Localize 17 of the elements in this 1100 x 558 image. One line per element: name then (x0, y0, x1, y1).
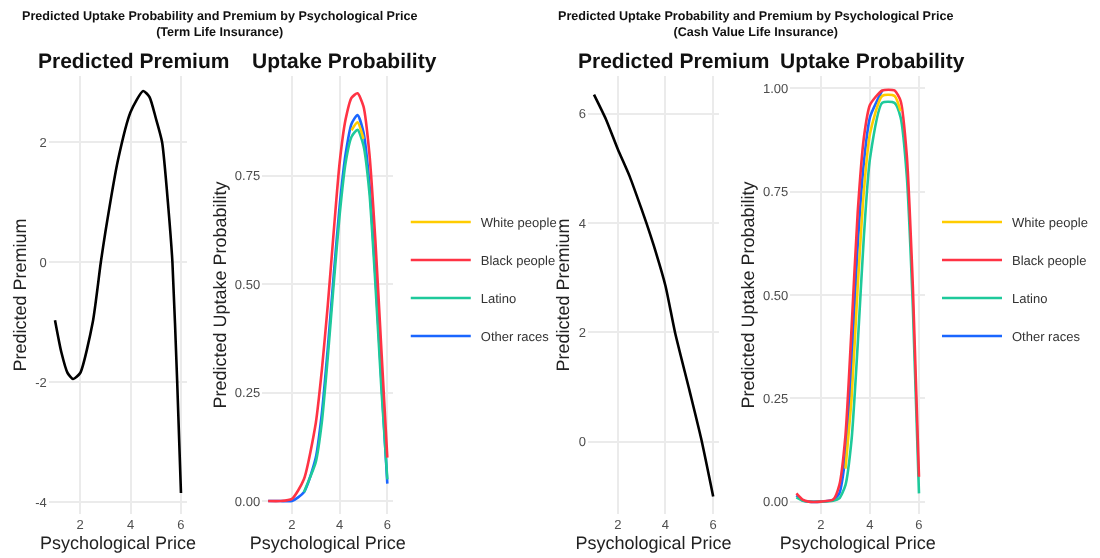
chart-subtitle: Predicted Premium (38, 50, 230, 74)
y-axis-title: Predicted Premium (553, 218, 574, 372)
y-axis-title: Predicted Uptake Probability (209, 180, 230, 409)
x-axis-title: Psychological Price (249, 533, 406, 553)
line-series (844, 93, 902, 470)
chart-title: Uptake Probability (252, 50, 437, 74)
y-axis-title: Predicted Premium (9, 218, 30, 372)
line-series (592, 93, 715, 498)
line-series (53, 89, 183, 495)
x-axis-title: Psychological Price (779, 533, 936, 553)
x-axis-title: Psychological Price (575, 533, 732, 553)
x-axis-title: Psychological Price (39, 533, 197, 553)
y-axis-title: Predicted Uptake Probability (737, 180, 758, 409)
chart-title: Uptake Probability (780, 50, 965, 74)
chart-subtitle: Predicted Premium (578, 50, 770, 74)
line-series (302, 128, 389, 494)
line-series (795, 89, 884, 504)
